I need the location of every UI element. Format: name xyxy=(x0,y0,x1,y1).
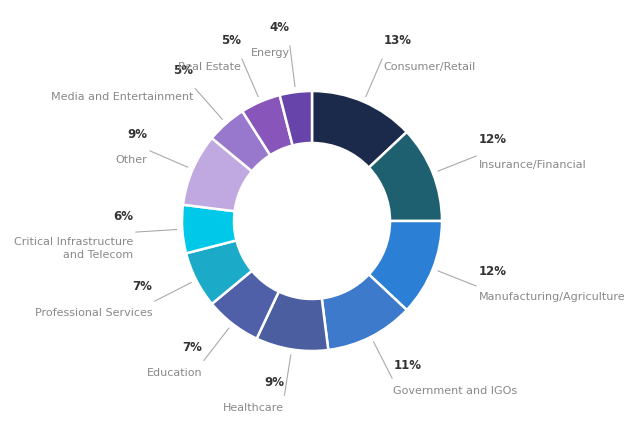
Wedge shape xyxy=(322,274,407,350)
Wedge shape xyxy=(312,91,407,168)
Wedge shape xyxy=(242,95,293,155)
Wedge shape xyxy=(369,221,442,310)
Text: 12%: 12% xyxy=(479,133,507,146)
Text: 7%: 7% xyxy=(182,341,202,354)
Text: Manufacturing/Agriculture: Manufacturing/Agriculture xyxy=(479,292,624,302)
Text: Consumer/Retail: Consumer/Retail xyxy=(383,61,475,72)
Text: 11%: 11% xyxy=(394,359,421,372)
Text: 7%: 7% xyxy=(132,280,152,293)
Wedge shape xyxy=(186,240,252,304)
Text: Media and Entertainment: Media and Entertainment xyxy=(51,91,193,102)
Wedge shape xyxy=(182,205,236,253)
Text: Energy: Energy xyxy=(250,48,290,58)
Wedge shape xyxy=(256,292,328,351)
Text: Government and IGOs: Government and IGOs xyxy=(394,386,517,396)
Wedge shape xyxy=(280,91,312,145)
Wedge shape xyxy=(212,111,270,171)
Text: 12%: 12% xyxy=(479,265,507,278)
Text: 4%: 4% xyxy=(270,21,290,34)
Text: Other: Other xyxy=(115,155,147,165)
Wedge shape xyxy=(212,271,279,339)
Text: 13%: 13% xyxy=(383,34,411,47)
Wedge shape xyxy=(183,138,252,211)
Text: Professional Services: Professional Services xyxy=(34,308,152,318)
Text: 9%: 9% xyxy=(264,376,284,389)
Wedge shape xyxy=(369,132,442,221)
Text: Real Estate: Real Estate xyxy=(178,61,241,72)
Text: Healthcare: Healthcare xyxy=(223,404,284,413)
Text: 5%: 5% xyxy=(221,34,241,47)
Text: 5%: 5% xyxy=(173,65,193,77)
Text: and Telecom: and Telecom xyxy=(63,251,133,260)
Text: Critical Infrastructure: Critical Infrastructure xyxy=(14,237,133,248)
Text: Education: Education xyxy=(147,368,202,378)
Text: Insurance/Financial: Insurance/Financial xyxy=(479,160,587,170)
Text: 6%: 6% xyxy=(113,210,133,223)
Text: 9%: 9% xyxy=(127,128,147,141)
